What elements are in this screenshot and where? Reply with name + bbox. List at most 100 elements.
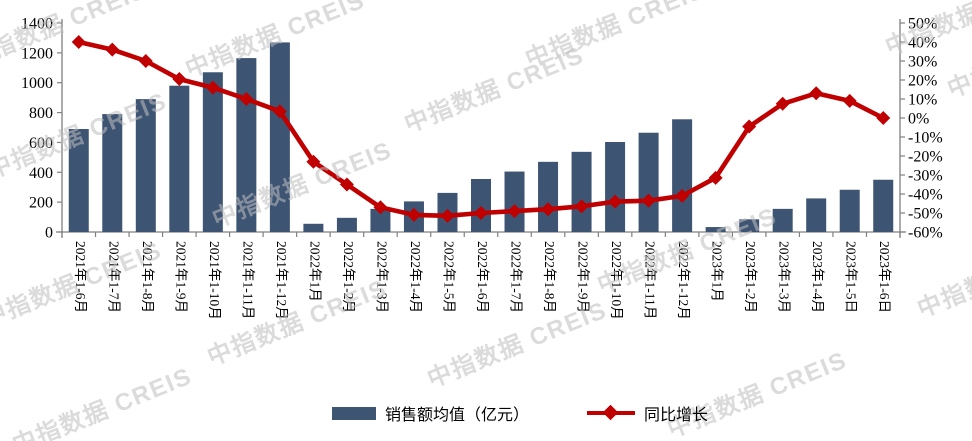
bars-series xyxy=(68,42,894,233)
line-marker xyxy=(105,42,120,57)
line-marker xyxy=(574,199,589,214)
line-marker xyxy=(775,96,790,111)
x-axis-category-label: 2021年1-11月 xyxy=(240,241,255,319)
line-marker xyxy=(675,188,690,203)
y-axis-right-tick-label: -60% xyxy=(908,225,943,242)
line-marker xyxy=(239,92,254,106)
x-axis-category-label: 2023年1-5日 xyxy=(844,241,859,313)
y-axis-right-tick-label: 10% xyxy=(908,92,937,109)
line-marker xyxy=(205,80,220,95)
y-axis-left: 0 200 400 600 800 1000 1200 1400 xyxy=(21,16,62,242)
x-axis-category-label: 2021年1-6月 xyxy=(73,241,88,313)
bar xyxy=(705,227,726,232)
bar xyxy=(303,223,324,232)
y-axis-right-tick-label: 0% xyxy=(908,111,929,128)
y-axis-right-tick-label: -20% xyxy=(908,149,943,166)
line-marker xyxy=(272,104,287,119)
x-axis-category-label: 2022年1-4月 xyxy=(408,241,423,313)
line-marker xyxy=(440,208,455,223)
y-axis-left-tick-label: 800 xyxy=(29,105,53,122)
x-axis-ticks xyxy=(61,232,901,237)
legend-item-yoy-growth: 同比增长 xyxy=(587,401,708,425)
bar xyxy=(471,179,491,232)
line-marker xyxy=(541,202,556,217)
x-axis-category-label: 2022年1-7月 xyxy=(509,241,524,313)
line-marker xyxy=(842,93,857,108)
x-axis-category-label: 2022年1-11月 xyxy=(643,241,658,319)
bar xyxy=(571,151,592,232)
bar xyxy=(102,114,123,232)
y-axis-left-tick-label: 600 xyxy=(29,135,53,152)
watermark-text: 中指数据 CREIS xyxy=(204,275,391,372)
y-axis-right-tick-label: -50% xyxy=(908,206,943,223)
diamond-marker-icon xyxy=(602,404,619,421)
line-marker xyxy=(507,204,522,219)
bar xyxy=(672,119,693,232)
x-axis-category-label: 2021年1-7月 xyxy=(106,241,121,313)
x-axis-category-label: 2021年1-9月 xyxy=(173,241,188,313)
y-axis-left-tick-label: 1200 xyxy=(21,45,53,62)
bar xyxy=(839,189,860,232)
x-axis-category-label: 2022年1-6月 xyxy=(475,241,490,313)
line-marker xyxy=(138,54,153,68)
line-marker xyxy=(641,193,656,208)
bar xyxy=(739,219,760,232)
bar xyxy=(873,179,894,232)
line-marker xyxy=(809,86,824,101)
x-axis-category-label: 2022年1-2月 xyxy=(341,241,356,313)
x-axis-category-label: 2023年1月 xyxy=(710,241,725,302)
bar xyxy=(538,161,559,232)
line-marker xyxy=(172,72,187,87)
x-axis-labels: 2021年1-6月 2021年1-7月 2021年1-8月 2021年1-9月 2021… xyxy=(73,241,892,320)
y-axis-left-tick-label: 0 xyxy=(45,225,53,242)
bar-swatch-icon xyxy=(331,406,376,420)
line-marker xyxy=(708,170,723,185)
y-axis-right: -60% -50% -40% -30% -20% -10% 0% 10% 20% 30% 40% 50… xyxy=(900,16,943,242)
x-axis-category-label: 2022年1月 xyxy=(307,241,322,302)
x-axis-category-label: 2022年1-8月 xyxy=(542,241,557,313)
y-axis-right-tick-label: 40% xyxy=(908,35,937,52)
x-axis-category-label: 2023年1-3月 xyxy=(777,241,792,313)
legend-bar-label: 销售额均值（亿元） xyxy=(384,407,529,424)
line-marker xyxy=(373,200,388,215)
bar xyxy=(638,132,659,232)
bar xyxy=(68,128,89,232)
y-axis-left-tick-label: 400 xyxy=(29,165,53,182)
line-marker xyxy=(406,207,421,222)
line-marker xyxy=(71,35,86,49)
line-marker xyxy=(608,194,623,209)
bar xyxy=(169,85,190,232)
bar xyxy=(202,72,223,232)
y-axis-left-tick-label: 1000 xyxy=(21,75,53,92)
x-axis-category-label: 2023年1-6日 xyxy=(877,241,892,313)
y-axis-right-tick-label: -30% xyxy=(908,168,943,185)
y-axis-right-tick-label: 30% xyxy=(908,54,937,71)
watermark-text: 中指数据 CREIS xyxy=(664,347,851,441)
x-axis-category-label: 2023年1-2月 xyxy=(743,241,758,313)
y-axis-right-tick-label: -40% xyxy=(908,187,943,204)
bar xyxy=(504,171,525,232)
y-axis-left-tick-label: 200 xyxy=(29,195,53,212)
x-axis-category-label: 2022年1-12月 xyxy=(676,241,691,320)
line-marker xyxy=(339,177,354,192)
x-axis-category-label: 2021年1-10月 xyxy=(207,241,222,320)
x-axis-category-label: 2022年1-3月 xyxy=(374,241,389,313)
growth-line-series xyxy=(71,35,891,223)
bar xyxy=(336,217,357,232)
watermark-text: 中指数据 CREIS xyxy=(882,0,972,61)
bar xyxy=(135,99,156,232)
line-marker xyxy=(306,154,321,169)
x-axis-category-label: 2021年1-8月 xyxy=(140,241,155,313)
y-axis-right-tick-label: 20% xyxy=(908,73,937,90)
bar xyxy=(605,141,626,232)
bar xyxy=(370,208,391,232)
x-axis-category-label: 2023年1-4月 xyxy=(810,241,825,313)
line-marker xyxy=(876,111,891,125)
x-axis-category-label: 2021年1-12月 xyxy=(274,241,289,320)
line-marker xyxy=(742,119,757,134)
bar xyxy=(806,198,827,232)
bar xyxy=(269,42,290,233)
x-axis-category-label: 2022年1-9月 xyxy=(576,241,591,313)
bar xyxy=(772,208,793,232)
